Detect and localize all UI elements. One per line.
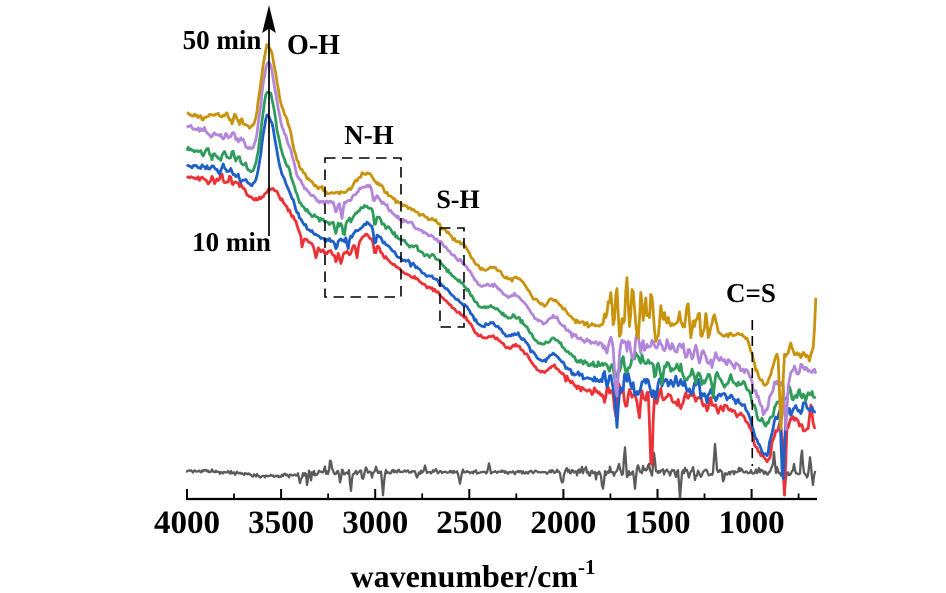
svg-text:C=S: C=S	[726, 278, 776, 308]
svg-text:3000: 3000	[342, 505, 408, 541]
svg-text:S-H: S-H	[436, 185, 479, 214]
svg-text:2000: 2000	[530, 505, 596, 541]
svg-text:1500: 1500	[625, 505, 691, 541]
svg-text:4000: 4000	[154, 505, 220, 541]
svg-text:2500: 2500	[436, 505, 502, 541]
svg-text:3500: 3500	[248, 505, 314, 541]
svg-text:wavenumber/cm-1: wavenumber/cm-1	[350, 555, 595, 593]
svg-text:50 min: 50 min	[183, 25, 262, 55]
svg-text:1000: 1000	[719, 505, 785, 541]
svg-text:O-H: O-H	[287, 30, 340, 61]
svg-text:N-H: N-H	[344, 120, 394, 150]
svg-text:10 min: 10 min	[192, 227, 271, 257]
